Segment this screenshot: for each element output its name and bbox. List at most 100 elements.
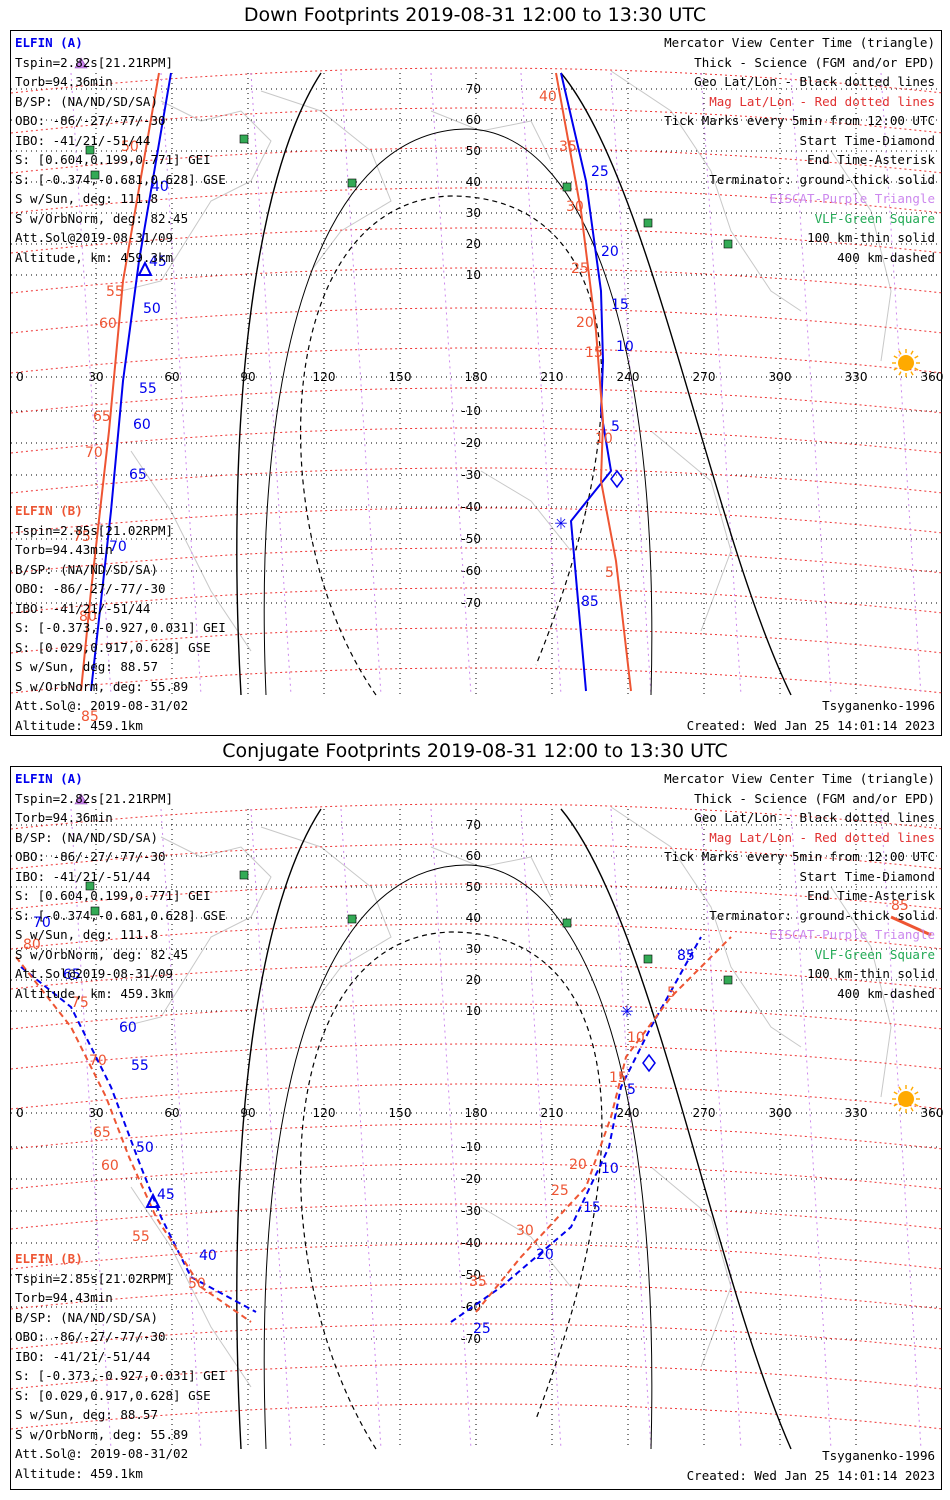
- elfin-b-tick-label: 75: [71, 995, 89, 1011]
- mag-lat-gridline: [11, 1403, 943, 1430]
- info-line: S w/OrbNorm, deg: 55.89: [15, 1426, 189, 1442]
- lat-tick-label: 30: [466, 206, 481, 220]
- elfin-b-tick-label: 15: [585, 345, 603, 361]
- mag-lat-gridline: [11, 1283, 943, 1310]
- elfin-a-track: [90, 72, 172, 692]
- elfin-b-tick-label: 35: [559, 139, 577, 155]
- mag-lat-gridline: [11, 507, 943, 534]
- panel-title: Down Footprints 2019-08-31 12:00 to 13:3…: [243, 4, 707, 26]
- elfin-b-tick-label: 30: [516, 1223, 534, 1239]
- lon-tick-label: 90: [240, 1106, 255, 1120]
- elfin-a-tick-label: 20: [601, 244, 619, 260]
- info-line: S: [0.029,0.917,0.628] GSE: [15, 639, 211, 655]
- range-400km: [300, 195, 603, 696]
- legend-line: Mag Lat/Lon - Red dotted lines: [709, 829, 935, 845]
- info-line: Altitude: 459.1km: [15, 1465, 143, 1481]
- mag-lat-gridline: [11, 1363, 943, 1390]
- lon-tick-label: 300: [769, 370, 792, 384]
- lon-tick-label: 330: [845, 1106, 868, 1120]
- elfin-b-tick-label: 25: [551, 1183, 569, 1199]
- sun-ray: [893, 1091, 898, 1095]
- lon-tick-label: 240: [617, 1106, 640, 1120]
- elfin-b-tick-label: 10: [627, 1030, 645, 1046]
- coastline: [830, 150, 892, 362]
- elfin-a-tick-label: 65: [63, 967, 81, 983]
- sun-ray: [910, 350, 914, 355]
- lat-tick-label: -30: [461, 1204, 481, 1218]
- info-line: Torb=94.36min: [15, 810, 113, 825]
- mag-lat-gridline: [11, 467, 943, 494]
- elfin-a-tick-label: 50: [136, 1140, 154, 1156]
- lat-tick-label: 40: [466, 911, 481, 925]
- elfin-b-track: [15, 956, 252, 1323]
- elfin-a-label: ELFIN (A): [15, 771, 83, 786]
- lat-tick-label: 60: [466, 113, 481, 127]
- info-line: B/SP: (NA/ND/SD/SA): [15, 561, 158, 577]
- mag-lat-gridline: [11, 347, 943, 374]
- lat-tick-label: 10: [466, 268, 481, 282]
- legend-line: Terminator: ground-thick solid: [709, 907, 935, 923]
- coastline: [610, 806, 802, 1048]
- legend-line: Mag Lat/Lon - Red dotted lines: [709, 93, 935, 109]
- lat-tick-label: -50: [461, 532, 481, 546]
- legend-line: VLF-Green Square: [814, 946, 935, 962]
- elfin-b-track: [80, 72, 160, 692]
- lat-tick-label: -30: [461, 468, 481, 482]
- sun-ray: [898, 1107, 902, 1112]
- vlf-station-icon: [723, 239, 733, 249]
- lat-tick-label: -50: [461, 1268, 481, 1282]
- model-label: Tsyganenko-1996: [822, 698, 935, 713]
- elfin-a-tick-label: 85: [677, 948, 695, 964]
- elfin-b-tick-label: 55: [132, 1229, 150, 1245]
- lat-tick-label: -20: [461, 436, 481, 450]
- mag-lon-gridline: [430, 808, 472, 1450]
- mag-lon-gridline: [790, 808, 832, 1450]
- elfin-b-label: ELFIN (B): [15, 1251, 83, 1266]
- elfin-b-tick-label: 25: [571, 261, 589, 277]
- eiscat-station-icon: [74, 57, 88, 69]
- sun-ray: [914, 355, 919, 359]
- legend-line: EISCAT-Purple Triangle: [769, 191, 935, 206]
- elfin-a-tick-label: 10: [601, 1161, 619, 1177]
- mag-lon-gridline: [430, 72, 472, 696]
- panel-title: Conjugate Footprints 2019-08-31 12:00 to…: [222, 740, 728, 762]
- created-label: Created: Wed Jan 25 14:01:14 2023: [686, 717, 935, 733]
- terminator-line: [236, 808, 322, 1450]
- lat-tick-label: 50: [466, 144, 481, 158]
- lon-tick-label: 150: [389, 370, 412, 384]
- elfin-b-tick-label: 65: [93, 1125, 111, 1141]
- lon-tick-label: 360: [921, 1106, 943, 1120]
- info-line: Tspin=2.82s[21.21RPM]: [15, 790, 174, 806]
- map-panel-conjugate: 70 60 50 40 30 20 10 -10 -20 -30 -40 -50 -60 -70 0 30 60…: [10, 766, 943, 1490]
- info-line: Att.Sol@: 2019-08-31/02: [15, 698, 189, 713]
- legend-line: Thick - Science (FGM and/or EPD): [694, 790, 935, 806]
- elfin-a-tick-label: 45: [157, 1187, 175, 1203]
- lat-tick-label: 10: [466, 1004, 481, 1018]
- vlf-station-icon: [239, 870, 249, 880]
- info-line: OBO: -86/-27/-77/-30: [15, 849, 166, 864]
- mag-lat-gridline: [11, 1203, 943, 1230]
- end-asterisk: ✳: [620, 1002, 633, 1021]
- lon-tick-label: 210: [541, 1106, 564, 1120]
- mag-lat-gridline: [11, 1043, 943, 1070]
- elfin-a-tick-label: 15: [583, 1200, 601, 1216]
- info-line: Altitude, km: 459.3km: [15, 985, 174, 1001]
- info-line: S w/Sun, deg: 111.8: [15, 927, 158, 942]
- mag-lon-gridline: [160, 808, 202, 1450]
- footer-info: Tsyganenko-1996 Created: Wed Jan 25 14:0…: [687, 1446, 935, 1485]
- legend: Mercator View Center Time (triangle) Thi…: [664, 33, 935, 267]
- mag-lon-gridline: [880, 72, 922, 696]
- sun-ray: [893, 355, 898, 359]
- coastline: [120, 100, 272, 292]
- coastline: [480, 1206, 572, 1288]
- elfin-a-tick-label: 65: [129, 467, 147, 483]
- info-line: S w/Sun, deg: 88.57: [15, 659, 158, 674]
- sun-ray: [898, 350, 902, 355]
- mag-lat-gridline: [11, 1083, 943, 1110]
- mag-lon-gridline: [340, 72, 382, 696]
- lat-tick-label: -20: [461, 1172, 481, 1186]
- legend-line: Geo Lat/Lon - Black dotted lines: [694, 74, 935, 89]
- elfin-b-tick-label: 85: [81, 709, 99, 725]
- lon-tick-label: 180: [465, 370, 488, 384]
